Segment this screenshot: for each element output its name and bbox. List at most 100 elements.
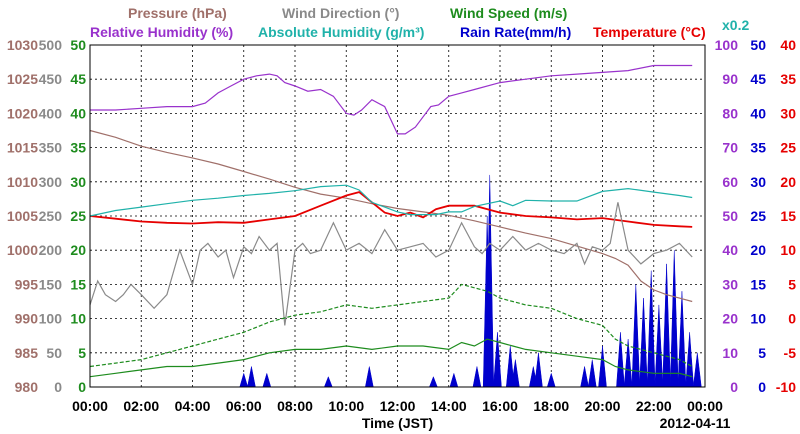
- rain-rate-series: [239, 174, 702, 388]
- left-tick-label: 990: [15, 311, 39, 327]
- left-tick-label: 995: [15, 276, 39, 292]
- x-tick-label: 10:00: [328, 398, 364, 414]
- rain-rate-spike: [639, 298, 648, 388]
- left-tick-label: 200: [39, 242, 63, 258]
- right-tick-label: 40: [780, 37, 796, 53]
- rain-rate-spike: [546, 372, 556, 388]
- series-line-temperature-c: [89, 191, 693, 228]
- left-tick-label: 1020: [7, 105, 38, 121]
- right-tick-label: 50: [722, 208, 738, 224]
- left-tick-label: 250: [39, 208, 63, 224]
- right-tick-label: 70: [722, 140, 738, 156]
- rain-rate-spike: [654, 304, 664, 388]
- rain-rate-spike: [323, 376, 333, 388]
- legend-temperature: Temperature (°C): [593, 24, 706, 40]
- series-line-pressure-hpa: [89, 129, 693, 303]
- rain-rate-spike: [365, 366, 374, 388]
- x-tick-label: 02:00: [123, 398, 159, 414]
- right-tick-label: 20: [750, 242, 766, 258]
- rain-rate-spike: [662, 263, 671, 388]
- left-tick-label: 30: [70, 174, 86, 190]
- right-tick-label: 25: [750, 208, 766, 224]
- rain-rate-spike: [449, 372, 459, 388]
- left-tick-label: 25: [70, 208, 86, 224]
- right-tick-label: 25: [780, 140, 796, 156]
- left-tick-label: 40: [70, 105, 86, 121]
- left-tick-label: 5: [78, 345, 86, 361]
- right-tick-label: 80: [722, 105, 738, 121]
- right-tick-label: 100: [715, 37, 739, 53]
- series-line-absolute-humidity-g-m: [89, 184, 693, 217]
- date-label: 2012-04-11: [660, 415, 731, 431]
- right-tick-label: 40: [722, 242, 738, 258]
- rain-rate-spike: [247, 366, 256, 388]
- rain-rate-spike: [587, 359, 597, 388]
- left-tick-label: 1015: [7, 140, 38, 156]
- series-line-relative-humidity: [90, 64, 693, 135]
- left-tick-label: 10: [70, 311, 86, 327]
- left-tick-label: 50: [46, 345, 62, 361]
- rain-rate-spike: [693, 352, 702, 388]
- left-tick-label: 1025: [7, 71, 38, 87]
- chart-series: [89, 64, 693, 378]
- legend-wind-speed: Wind Speed (m/s): [450, 5, 567, 21]
- left-tick-label: 1010: [7, 174, 38, 190]
- left-tick-label: 300: [39, 174, 63, 190]
- series-line-wind-speed-m-s: [89, 338, 693, 378]
- right-tick-label: 15: [750, 276, 766, 292]
- series-line-wind-gust-m-s: [89, 283, 693, 368]
- left-tick-label: 980: [15, 379, 39, 395]
- rain-rate-spike: [472, 366, 482, 388]
- right-tick-label: 40: [750, 105, 766, 121]
- right-tick-label: 0: [788, 311, 796, 327]
- left-tick-label: 1000: [7, 242, 38, 258]
- plot-frame: [89, 44, 706, 388]
- right-tick-label: 20: [780, 174, 796, 190]
- x-tick-label: 18:00: [533, 398, 569, 414]
- left-tick-label: 150: [39, 276, 63, 292]
- rain-rate-spike: [429, 376, 438, 388]
- rain-rate-spike: [262, 372, 272, 388]
- abs-humidity-scale: x0.2: [722, 17, 749, 33]
- right-tick-label: 10: [750, 311, 766, 327]
- left-tick-label: 15: [70, 276, 86, 292]
- right-tick-label: 10: [780, 242, 796, 258]
- legend-wind-direction: Wind Direction (°): [282, 5, 399, 21]
- right-tick-label: 10: [722, 345, 738, 361]
- rain-rate-spike: [677, 291, 687, 388]
- legend-absolute-humidity: Absolute Humidity (g/m³): [258, 24, 424, 40]
- series-line-wind-direction: [89, 202, 693, 326]
- x-axis-label: Time (JST): [362, 415, 433, 431]
- right-tick-label: 30: [780, 105, 796, 121]
- left-tick-label: 985: [15, 345, 39, 361]
- x-tick-label: 22:00: [636, 398, 672, 414]
- x-tick-label: 00:00: [687, 398, 723, 414]
- rain-rate-spike: [534, 352, 543, 388]
- right-tick-label: 45: [750, 71, 766, 87]
- x-axis: 00:00 02:00 04:00 06:00 08:00 10:00 12:00 14:00…: [72, 398, 731, 431]
- right-tick-label: 5: [788, 276, 796, 292]
- right-tick-label: 5: [758, 345, 766, 361]
- legend-rain-rate: Rain Rate(mm/h): [460, 24, 571, 40]
- legend-relative-humidity: Relative Humidity (%): [90, 24, 233, 40]
- left-tick-label: 35: [70, 140, 86, 156]
- x-tick-label: 12:00: [380, 398, 416, 414]
- chart-axes: 9809859909951000100510101015102010251030…: [7, 37, 796, 395]
- rain-rate-spike: [598, 345, 607, 388]
- left-tick-label: 350: [39, 140, 63, 156]
- x-tick-label: 20:00: [585, 398, 621, 414]
- right-tick-label: 20: [722, 311, 738, 327]
- legend-pressure: Pressure (hPa): [128, 5, 227, 21]
- right-tick-label: 0: [730, 379, 738, 395]
- rain-rate-spike: [239, 372, 249, 388]
- left-tick-label: 400: [39, 105, 63, 121]
- rain-rate-spike: [685, 332, 694, 388]
- left-tick-label: 45: [70, 71, 86, 87]
- left-tick-label: 0: [78, 379, 86, 395]
- left-tick-label: 50: [70, 37, 86, 53]
- left-tick-label: 100: [39, 311, 63, 327]
- right-tick-label: 0: [758, 379, 766, 395]
- x-tick-label: 14:00: [431, 398, 467, 414]
- left-tick-label: 1030: [7, 37, 38, 53]
